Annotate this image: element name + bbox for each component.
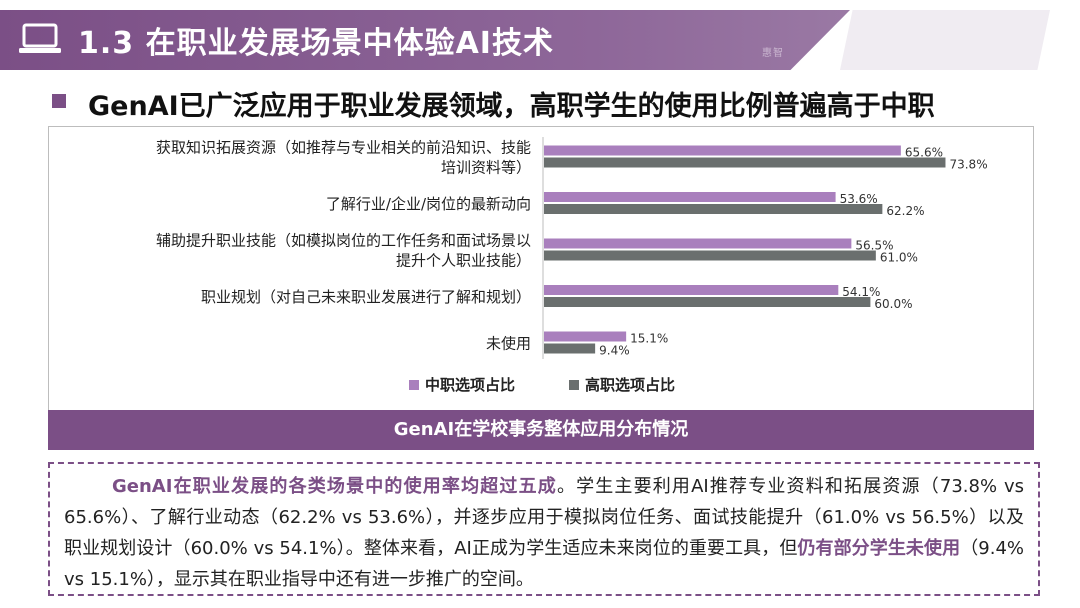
- bar-zhongzhi: [544, 331, 627, 342]
- header-band: [0, 10, 850, 70]
- summary-highlight-unused: 仍有部分学生未使用: [797, 538, 961, 559]
- bar-zhongzhi: [544, 238, 852, 249]
- category-label: 培训资料等）: [441, 159, 531, 177]
- laptop-icon: [19, 23, 61, 53]
- data-label: 60.0%: [874, 297, 912, 311]
- logo-mark: 惠智: [762, 48, 784, 59]
- legend-label: 高职选项占比: [585, 376, 675, 394]
- legend-swatch: [569, 380, 579, 390]
- bar-gaozhi: [544, 157, 946, 168]
- data-label: 53.6%: [840, 192, 878, 206]
- summary-text-2: （9.4% vs 15.1%），显示其在职业指导中还有进一步推广的空间。: [64, 538, 1024, 590]
- data-label: 62.2%: [886, 204, 924, 218]
- legend-label: 中职选项占比: [425, 376, 515, 394]
- summary-highlight-lead: GenAI在职业发展的各类场景中的使用率均超过五成: [112, 476, 557, 497]
- category-label: 辅助提升职业技能（如模拟岗位的工作任务和面试场景以: [156, 232, 531, 250]
- category-label: 提升个人职业技能）: [396, 252, 531, 270]
- category-label: 职业规划（对自己未来职业发展进行了解和规划）: [201, 288, 531, 306]
- data-label: 15.1%: [630, 332, 668, 346]
- legend-swatch: [409, 380, 419, 390]
- data-label: 61.0%: [880, 251, 918, 265]
- data-label: 56.5%: [855, 239, 893, 253]
- page-title: 1.3 在职业发展场景中体验AI技术: [78, 26, 554, 61]
- header-accent: [840, 10, 1050, 70]
- bar-gaozhi: [544, 343, 596, 354]
- bar-gaozhi: [544, 250, 876, 261]
- bar-gaozhi: [544, 297, 871, 307]
- bar-zhongzhi: [544, 285, 839, 295]
- category-label: 获取知识拓展资源（如推荐与专业相关的前沿知识、技能: [156, 139, 531, 157]
- bar-zhongzhi: [544, 145, 901, 156]
- bar-gaozhi: [544, 204, 883, 214]
- data-label: 54.1%: [842, 285, 880, 299]
- summary-text-1: 。学生主要利用AI推荐专业资料和拓展资源（73.8% vs 65.6%）、了解行…: [64, 476, 1024, 559]
- data-label: 73.8%: [949, 158, 987, 172]
- slide-subtitle: GenAI已广泛应用于职业发展领域，高职学生的使用比例普遍高于中职: [88, 91, 935, 122]
- data-label: 65.6%: [905, 146, 943, 160]
- chart-caption: GenAI在学校事务整体应用分布情况: [48, 410, 1034, 450]
- category-label: 了解行业/企业/岗位的最新动向: [326, 195, 531, 213]
- category-label: 未使用: [486, 335, 531, 353]
- chart-frame: 获取知识拓展资源（如推荐与专业相关的前沿知识、技能培训资料等） 65.6% 73.8…: [48, 126, 1034, 411]
- summary-box: GenAI在职业发展的各类场景中的使用率均超过五成。学生主要利用AI推荐专业资料…: [48, 462, 1040, 596]
- bullet-square: [52, 94, 66, 108]
- bar-zhongzhi: [544, 192, 836, 202]
- data-label: 9.4%: [599, 344, 630, 358]
